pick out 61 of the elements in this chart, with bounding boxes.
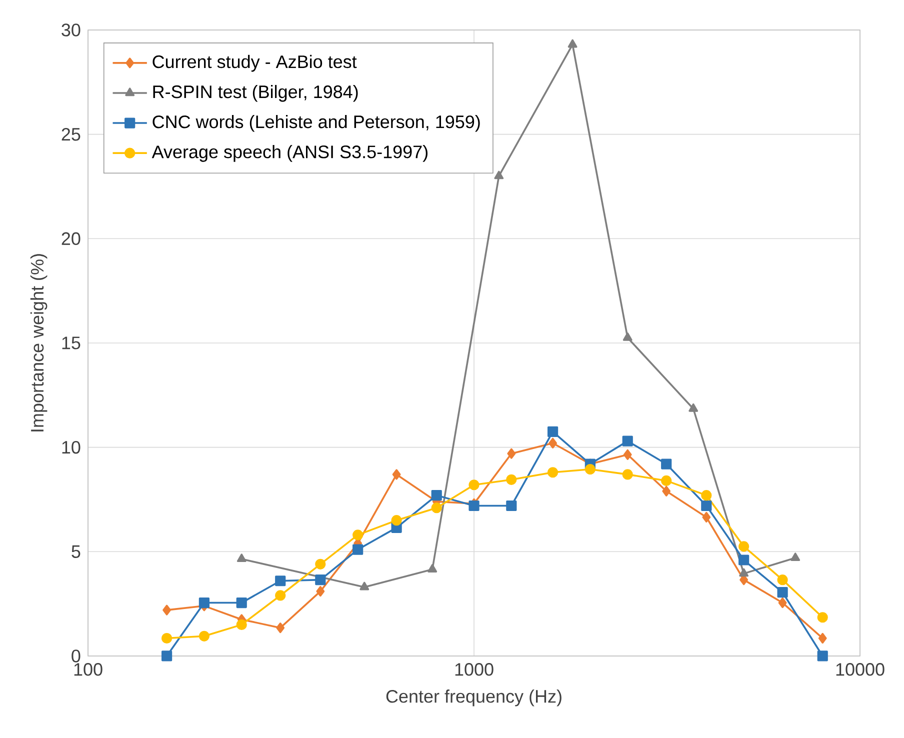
- point: [817, 612, 828, 623]
- y-axis-title: Importance weight (%): [30, 254, 48, 432]
- point: [622, 436, 633, 446]
- point: [622, 469, 633, 480]
- point: [315, 574, 326, 586]
- y-tick-label: 30: [62, 24, 80, 36]
- point: [275, 576, 286, 586]
- point: [777, 587, 788, 598]
- x-tick-label: 1000: [455, 663, 494, 676]
- point: [352, 530, 364, 540]
- point: [506, 474, 517, 485]
- point: [275, 590, 286, 601]
- point: [584, 464, 596, 475]
- point: [738, 541, 750, 552]
- point: [662, 486, 671, 496]
- point: [236, 597, 247, 608]
- point: [276, 622, 285, 634]
- y-tick-label: 15: [62, 336, 80, 350]
- point: [315, 558, 326, 570]
- x-tick-label: 100: [74, 663, 102, 676]
- x-tick-label: 10000: [836, 663, 884, 676]
- y-tick-label: 0: [72, 650, 80, 662]
- point: [316, 586, 325, 597]
- y-tick-label: 25: [62, 128, 80, 141]
- point: [352, 544, 364, 555]
- point: [468, 500, 480, 512]
- x-axis-title: Center frequency (Hz): [386, 690, 562, 706]
- point: [431, 490, 442, 501]
- point: [236, 619, 247, 630]
- legend-label: CNC words (Lehiste and Peterson, 1959): [152, 115, 480, 132]
- y-tick-label: 5: [72, 545, 80, 558]
- legend-label: Current study - AzBio test: [152, 54, 357, 72]
- point: [162, 604, 171, 616]
- point: [548, 438, 557, 448]
- point: [392, 469, 401, 480]
- point: [701, 500, 712, 512]
- point: [623, 449, 632, 460]
- y-tick-label: 10: [62, 440, 80, 454]
- point: [161, 650, 172, 662]
- point: [777, 574, 788, 586]
- point: [701, 490, 712, 501]
- point: [547, 467, 558, 478]
- legend-label: R-SPIN test (Bilger, 1984): [153, 84, 358, 102]
- point: [507, 448, 516, 459]
- point: [778, 597, 787, 608]
- point: [468, 480, 480, 490]
- point: [817, 650, 828, 662]
- point: [161, 632, 172, 644]
- point: [702, 512, 711, 523]
- point: [391, 515, 402, 526]
- point: [431, 502, 442, 514]
- point: [738, 554, 750, 566]
- point: [818, 632, 827, 644]
- point: [198, 630, 210, 642]
- point: [547, 426, 558, 437]
- point: [661, 475, 672, 486]
- point: [198, 597, 210, 608]
- y-tick-label: 20: [62, 232, 80, 246]
- point: [661, 458, 672, 470]
- legend-label: Average speech (ANSI S3.5-1997): [152, 145, 428, 162]
- point: [506, 500, 517, 512]
